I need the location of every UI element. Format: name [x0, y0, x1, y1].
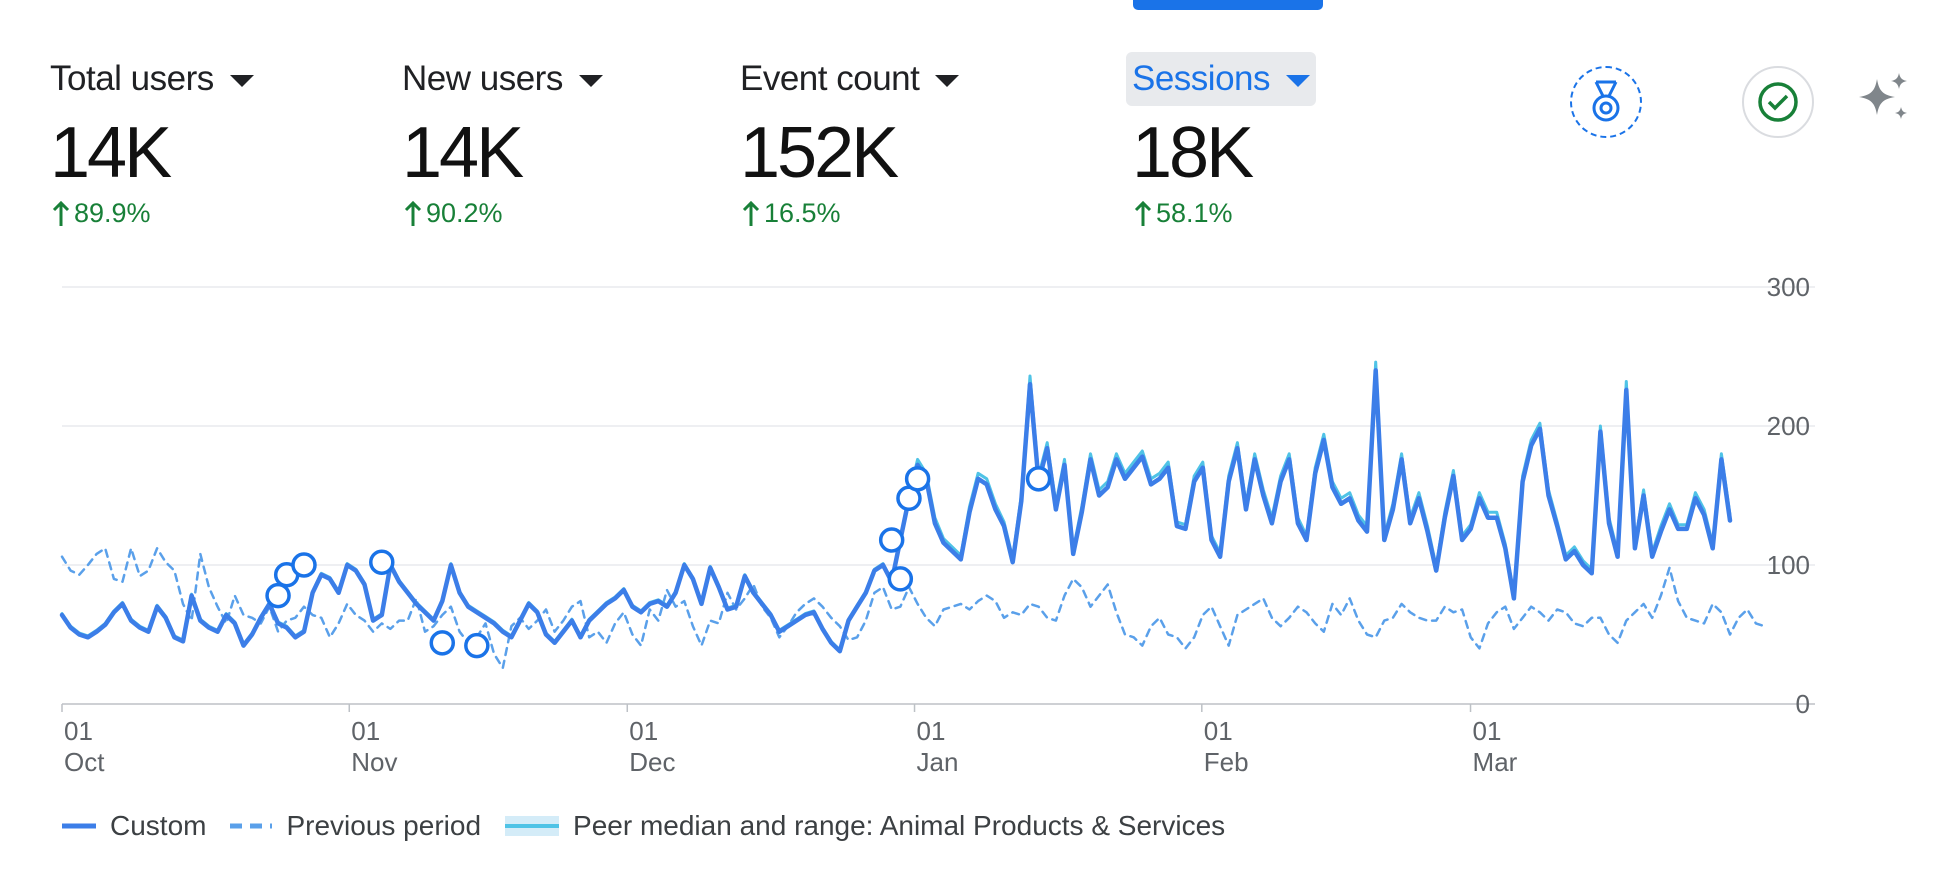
metric-change-value: 90.2%: [426, 198, 503, 228]
medal-icon: [1592, 80, 1620, 122]
insights-check-button[interactable]: [1742, 66, 1814, 138]
selected-metric-indicator: [1133, 0, 1323, 10]
annotation-marker[interactable]: [464, 632, 490, 659]
metric-change-value: 89.9%: [74, 198, 151, 228]
annotation-marker[interactable]: [291, 552, 317, 578]
y-tick-label: 200: [1767, 411, 1810, 441]
x-tick-month: Feb: [1204, 747, 1249, 777]
legend-label: Previous period: [286, 810, 482, 841]
caret-down-icon[interactable]: [1286, 75, 1311, 87]
metric-change: 89.9%: [44, 198, 260, 229]
chart-legend: Custom Previous period Peer median and r…: [62, 810, 1249, 842]
ai-insights-button[interactable]: [1848, 66, 1916, 134]
x-tick-day: 01: [629, 716, 658, 746]
metric-total-users[interactable]: Total users 14K 89.9%: [44, 52, 260, 229]
series-line-1: [60, 547, 1766, 670]
metric-change: 58.1%: [1126, 198, 1316, 229]
legend-dashed-swatch: [230, 823, 273, 829]
check-circle-icon: [1758, 82, 1798, 122]
metric-value: 18K: [1132, 113, 1254, 193]
metric-value: 14K: [402, 113, 524, 193]
metric-value: 14K: [50, 113, 172, 193]
arrow-up-icon: [404, 200, 422, 226]
annotation-marker[interactable]: [878, 527, 905, 553]
caret-down-icon[interactable]: [578, 75, 603, 87]
metric-new-users[interactable]: New users 14K 90.2%: [396, 52, 609, 229]
metric-label: New users: [402, 59, 563, 98]
legend-solid-swatch: [62, 823, 96, 829]
caret-down-icon[interactable]: [935, 75, 960, 87]
benchmark-button[interactable]: [1570, 66, 1642, 138]
annotation-marker[interactable]: [904, 466, 931, 492]
x-tick-day: 01: [1473, 716, 1502, 746]
metric-header[interactable]: New users: [396, 52, 609, 106]
metric-change-value: 16.5%: [764, 198, 841, 228]
legend-custom[interactable]: Custom: [62, 810, 206, 842]
series-line-0: [59, 368, 1733, 654]
annotation-marker[interactable]: [265, 582, 291, 609]
metric-header[interactable]: Total users: [44, 52, 260, 106]
annotation-marker[interactable]: [1025, 466, 1052, 492]
metric-value: 152K: [740, 113, 899, 193]
arrow-up-icon: [52, 200, 70, 226]
metric-event-count[interactable]: Event count 152K 16.5%: [734, 52, 965, 229]
annotation-marker[interactable]: [429, 630, 456, 656]
series-line-2: [60, 360, 1732, 652]
metric-change-value: 58.1%: [1156, 198, 1233, 228]
x-tick-day: 01: [917, 716, 946, 746]
metric-label: Event count: [740, 59, 920, 98]
legend-label: Custom: [110, 810, 207, 841]
x-tick-month: Nov: [351, 747, 397, 777]
chart-markers[interactable]: [265, 466, 1052, 659]
annotation-marker[interactable]: [887, 566, 914, 592]
y-tick-label: 100: [1767, 550, 1810, 580]
x-tick-day: 01: [351, 716, 380, 746]
x-tick-month: Oct: [64, 747, 105, 777]
caret-down-icon[interactable]: [229, 75, 254, 87]
metric-label: Sessions: [1132, 59, 1271, 98]
metric-change: 90.2%: [396, 198, 609, 229]
y-tick-label: 300: [1767, 272, 1810, 302]
chart-series: [59, 360, 1766, 670]
x-tick-day: 01: [64, 716, 93, 746]
metric-sessions[interactable]: Sessions 18K 58.1%: [1126, 52, 1317, 229]
legend-previous-period[interactable]: Previous period: [230, 810, 481, 842]
x-tick-month: Dec: [629, 747, 675, 777]
metric-header[interactable]: Sessions: [1126, 52, 1317, 106]
x-tick-month: Mar: [1473, 747, 1518, 777]
metric-label: Total users: [50, 59, 214, 98]
arrow-up-icon: [742, 200, 760, 226]
chart-gridlines: [62, 286, 1815, 705]
metric-change: 16.5%: [734, 198, 965, 229]
annotation-marker[interactable]: [369, 549, 395, 575]
y-axis: 0 100 200 300: [1767, 272, 1810, 719]
x-tick-day: 01: [1204, 716, 1233, 746]
x-tick-month: Jan: [917, 747, 959, 777]
arrow-up-icon: [1134, 200, 1152, 226]
y-tick-label: 0: [1796, 689, 1810, 719]
legend-peer-swatch: [505, 816, 560, 836]
sparkle-icon: [1859, 73, 1907, 119]
legend-label: Peer median and range: Animal Products &…: [573, 810, 1226, 841]
metric-header[interactable]: Event count: [734, 52, 965, 106]
legend-peer[interactable]: Peer median and range: Animal Products &…: [505, 810, 1225, 842]
